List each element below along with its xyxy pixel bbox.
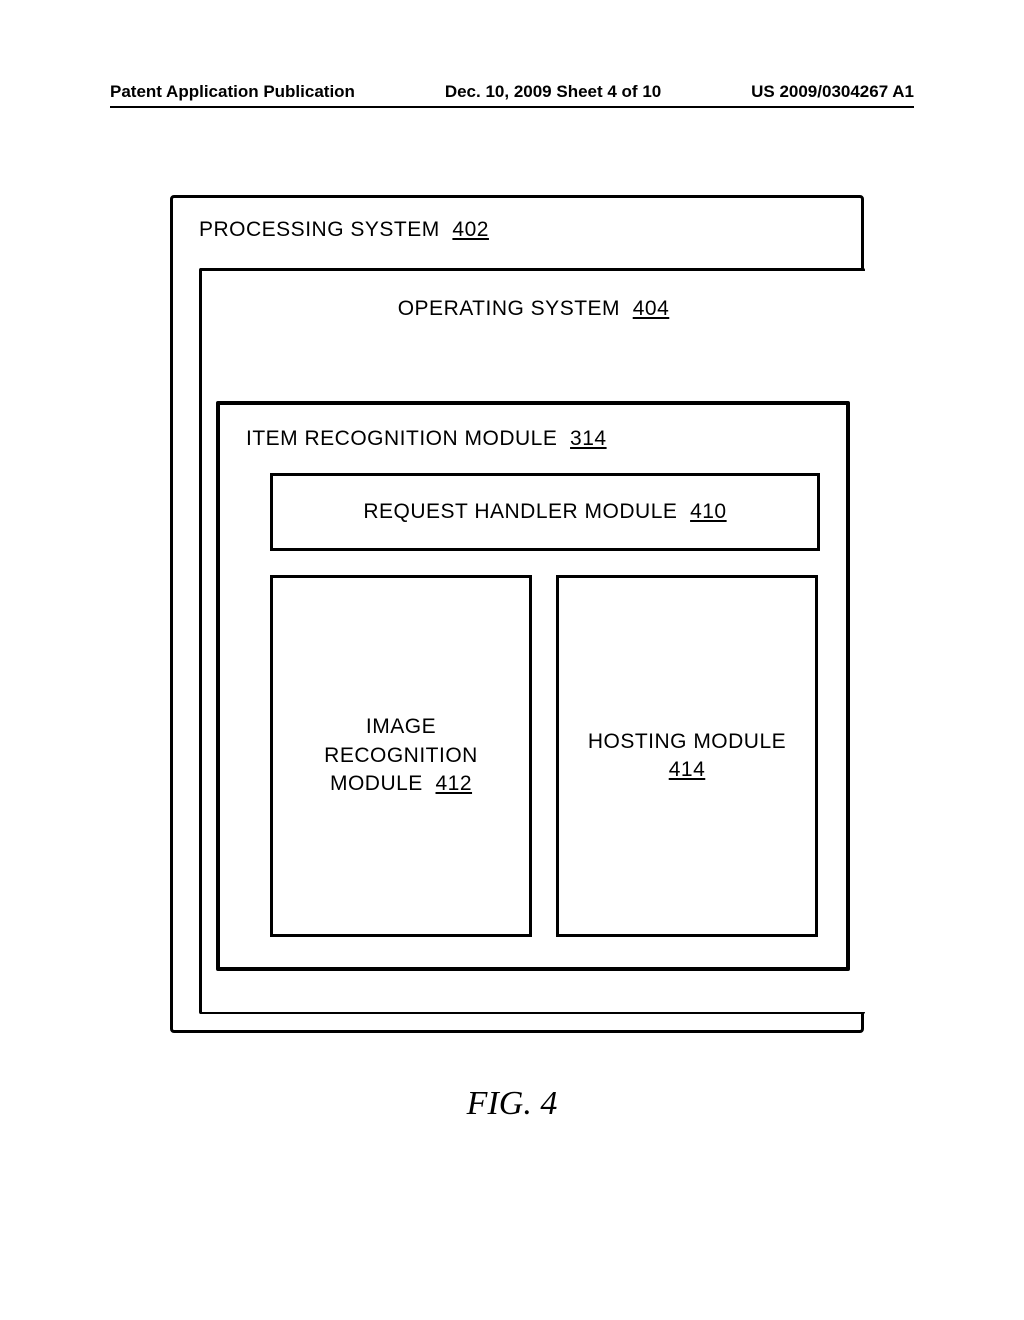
block-item-recognition: ITEM RECOGNITION MODULE 314 REQUEST HAND… xyxy=(216,401,850,971)
header-rule xyxy=(110,106,914,108)
block-processing-system: PROCESSING SYSTEM 402 OPERATING SYSTEM 4… xyxy=(170,195,864,1033)
block-text: PROCESSING SYSTEM xyxy=(199,218,440,241)
block-text-line: MODULE xyxy=(330,772,423,795)
reference-numeral: 314 xyxy=(570,427,607,450)
block-diagram: PROCESSING SYSTEM 402 OPERATING SYSTEM 4… xyxy=(170,195,864,1035)
reference-numeral: 410 xyxy=(690,500,727,523)
block-text-line: RECOGNITION xyxy=(324,742,478,770)
reference-numeral: 404 xyxy=(633,297,670,320)
block-label: OPERATING SYSTEM 404 xyxy=(202,297,865,321)
block-label: IMAGE RECOGNITION MODULE 412 xyxy=(273,578,529,934)
reference-numeral: 412 xyxy=(436,772,473,795)
block-operating-system: OPERATING SYSTEM 404 ITEM RECOGNITION MO… xyxy=(199,268,865,1014)
block-label: PROCESSING SYSTEM 402 xyxy=(199,218,489,242)
block-text: REQUEST HANDLER MODULE xyxy=(363,500,677,523)
header-center: Dec. 10, 2009 Sheet 4 of 10 xyxy=(445,82,661,102)
header-right: US 2009/0304267 A1 xyxy=(751,82,914,102)
reference-numeral: 402 xyxy=(452,218,489,241)
reference-numeral: 414 xyxy=(669,756,706,784)
block-image-recognition: IMAGE RECOGNITION MODULE 412 xyxy=(270,575,532,937)
block-text: ITEM RECOGNITION MODULE xyxy=(246,427,557,450)
block-hosting-module: HOSTING MODULE 414 xyxy=(556,575,818,937)
page-header: Patent Application Publication Dec. 10, … xyxy=(110,82,914,102)
header-left: Patent Application Publication xyxy=(110,82,355,102)
block-text-line: IMAGE xyxy=(366,713,436,741)
block-label: HOSTING MODULE 414 xyxy=(559,578,815,934)
block-label: ITEM RECOGNITION MODULE 314 xyxy=(246,427,607,451)
block-text-line: HOSTING MODULE xyxy=(588,728,786,756)
block-label: REQUEST HANDLER MODULE 410 xyxy=(273,476,817,548)
block-text: OPERATING SYSTEM xyxy=(398,297,620,320)
block-request-handler: REQUEST HANDLER MODULE 410 xyxy=(270,473,820,551)
figure-caption: FIG. 4 xyxy=(0,1085,1024,1123)
